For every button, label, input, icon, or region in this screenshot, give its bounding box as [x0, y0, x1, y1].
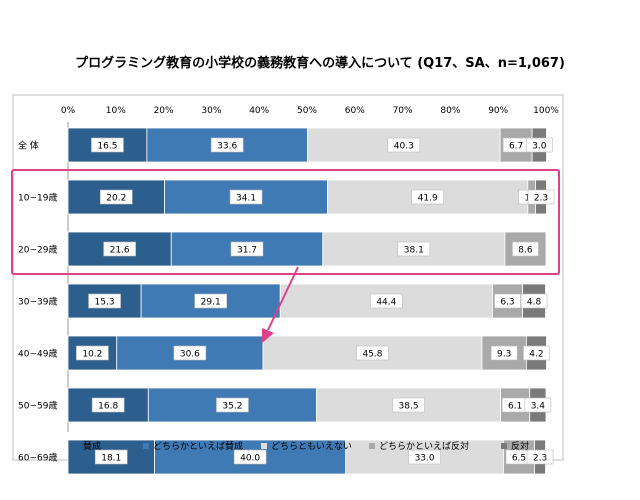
data-label-box — [392, 397, 425, 413]
x-tick-label: 90% — [488, 106, 508, 116]
data-label-box — [194, 293, 227, 309]
category-label: 10~19歳 — [18, 192, 57, 204]
data-label-box — [210, 137, 244, 153]
legend-label: どちらかといえば反対 — [379, 440, 469, 452]
data-label-box — [526, 449, 554, 465]
data-label-box — [173, 345, 207, 361]
data-label: 3.4 — [531, 402, 546, 412]
data-label-box — [387, 137, 421, 153]
bar-segment — [67, 283, 142, 319]
data-label-box — [408, 449, 441, 465]
data-label-box — [370, 293, 403, 309]
data-label-box — [91, 137, 124, 153]
data-label: 30.6 — [180, 350, 200, 360]
data-label: 40.3 — [394, 142, 414, 152]
x-tick-label: 50% — [297, 106, 317, 116]
data-label: 15.3 — [95, 298, 115, 308]
data-label: 16.5 — [97, 142, 117, 152]
legend-swatch — [73, 443, 79, 449]
data-label-box — [411, 189, 444, 205]
legend-swatch — [501, 443, 507, 449]
data-label: 38.5 — [399, 402, 419, 412]
x-tick-label: 20% — [154, 106, 174, 116]
data-label-box — [230, 241, 264, 257]
data-label: 33.0 — [415, 454, 435, 464]
legend-swatch — [143, 443, 149, 449]
data-label-box — [103, 241, 136, 257]
x-tick-label: 30% — [201, 106, 221, 116]
data-label-box — [490, 345, 518, 361]
data-label: 6.3 — [500, 298, 514, 308]
data-label: 33.6 — [217, 142, 237, 152]
data-label-box — [397, 241, 431, 257]
data-label-box — [527, 189, 555, 205]
legend-label: 反対 — [511, 440, 529, 452]
data-label: 18.1 — [101, 454, 121, 464]
data-label: 4.8 — [527, 298, 542, 308]
category-label: 50~59歳 — [18, 400, 57, 412]
category-label: 全 体 — [18, 140, 39, 152]
arrow-line — [267, 266, 299, 331]
data-label: 6.1 — [508, 402, 522, 412]
data-label-box — [88, 293, 121, 309]
data-label: 21.6 — [110, 246, 130, 256]
data-label: 2.3 — [533, 454, 547, 464]
data-label: 41.9 — [418, 194, 438, 204]
data-label-box — [512, 241, 539, 257]
bar-segment — [316, 387, 501, 423]
legend-label: 賛成 — [83, 440, 101, 452]
data-label: 20.2 — [106, 194, 126, 204]
data-label: 3.0 — [532, 142, 547, 152]
data-label-box — [76, 345, 109, 361]
data-label: 8.6 — [518, 246, 533, 256]
data-label-box — [91, 397, 125, 413]
x-tick-label: 10% — [106, 106, 126, 116]
data-label-box — [233, 449, 267, 465]
legend-label: どちらかといえば賛成 — [153, 440, 243, 452]
category-label: 60~69歳 — [18, 452, 57, 464]
x-tick-label: 40% — [249, 106, 269, 116]
data-label: 44.4 — [376, 298, 396, 308]
category-label: 20~29歳 — [18, 244, 57, 256]
data-label: 16.8 — [98, 402, 118, 412]
category-label: 40~49歳 — [18, 348, 57, 360]
x-tick-label: 70% — [393, 106, 413, 116]
category-label: 30~39歳 — [18, 296, 57, 308]
data-label: 31.7 — [237, 246, 257, 256]
legend-swatch — [369, 443, 375, 449]
highlight-box — [11, 169, 560, 275]
x-tick-label: 100% — [533, 106, 559, 116]
data-label-box — [524, 397, 552, 413]
x-tick-label: 60% — [345, 106, 365, 116]
legend-label: どちらともいえない — [271, 441, 352, 452]
x-tick-label: 0% — [61, 106, 76, 116]
data-label-box — [526, 137, 553, 153]
data-label-box — [216, 397, 249, 413]
data-label: 9.3 — [497, 350, 511, 360]
data-label-box — [520, 293, 548, 309]
data-label: 6.5 — [512, 454, 526, 464]
data-label: 6.7 — [509, 142, 523, 152]
data-label: 10.2 — [82, 350, 102, 360]
data-label: 2.3 — [534, 194, 548, 204]
data-label-box — [523, 345, 550, 361]
arrow-head — [262, 328, 274, 343]
legend-swatch — [261, 443, 267, 449]
data-label: 45.8 — [362, 350, 382, 360]
chart-title: プログラミング教育の小学校の義務教育への導入について (Q17、SA、n=1,0… — [75, 56, 565, 71]
data-label-box — [94, 449, 128, 465]
data-label-box — [356, 345, 389, 361]
data-label-box — [99, 189, 133, 205]
data-label-box — [229, 189, 263, 205]
data-label: 34.1 — [236, 194, 256, 204]
data-label-box — [494, 293, 521, 309]
data-label: 29.1 — [201, 298, 221, 308]
data-label: 38.1 — [404, 246, 424, 256]
x-tick-label: 80% — [440, 106, 460, 116]
data-label: 40.0 — [240, 454, 260, 464]
data-label: 4.2 — [529, 350, 543, 360]
data-label: 35.2 — [222, 402, 242, 412]
